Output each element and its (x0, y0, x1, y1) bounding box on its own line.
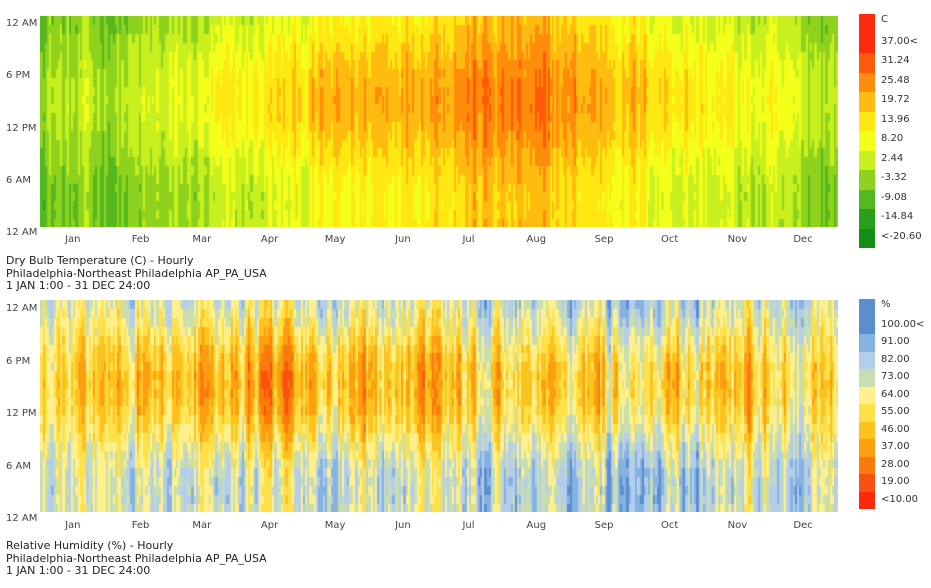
legend-swatch (859, 131, 875, 151)
chart-period: 1 JAN 1:00 - 31 DEC 24:00 (6, 564, 151, 577)
x-tick-label: Aug (526, 234, 547, 245)
x-tick-label: Apr (260, 520, 279, 531)
x-tick-label: Feb (131, 520, 150, 531)
legend-swatch (859, 316, 875, 334)
legend-swatch (859, 404, 875, 422)
x-tick-label: May (324, 234, 346, 245)
legend-label: 28.00 (881, 458, 910, 470)
legend-label: 25.48 (881, 74, 910, 86)
x-tick-label: Aug (526, 520, 547, 531)
legend-label: 8.20 (881, 133, 904, 144)
legend-label: 37.00 (881, 441, 910, 452)
y-tick-label: 12 AM (6, 18, 38, 29)
legend-swatch (859, 72, 875, 92)
legend-swatch (859, 369, 875, 387)
y-tick-label: 6 PM (6, 356, 31, 367)
legend-swatch (859, 92, 875, 112)
legend-swatch (859, 334, 875, 352)
x-tick-label: Feb (131, 234, 150, 245)
temperature-heatmap (40, 16, 838, 227)
x-tick-label: Sep (594, 520, 614, 531)
legend-swatch (859, 421, 875, 439)
legend-swatch (859, 189, 875, 209)
x-tick-label: Nov (727, 520, 748, 531)
legend-swatch (859, 14, 875, 34)
legend-label: 46.00 (881, 423, 910, 435)
legend-swatch (859, 351, 875, 369)
y-tick-label: 6 AM (6, 461, 32, 472)
x-tick-label: Mar (192, 234, 212, 245)
x-tick-label: Jan (65, 520, 81, 531)
y-tick-label: 12 PM (6, 123, 37, 134)
legend-label: -14.84 (881, 211, 914, 222)
temperature-caption: Dry Bulb Temperature (C) - Hourly Philad… (6, 254, 267, 293)
x-tick-label: Dec (793, 234, 813, 245)
legend-label: 37.00< (881, 35, 919, 47)
chart-title: Dry Bulb Temperature (C) - Hourly (6, 254, 194, 267)
legend-label: 31.24 (881, 55, 910, 66)
chart-location: Philadelphia-Northeast Philadelphia AP_P… (6, 551, 267, 565)
legend-swatch (859, 456, 875, 474)
legend-swatch (859, 491, 875, 509)
legend-swatch (859, 386, 875, 404)
legend-label: 100.00< (881, 318, 925, 330)
legend-swatch (859, 209, 875, 229)
x-tick-label: Jun (395, 234, 411, 245)
x-tick-label: Mar (192, 520, 212, 531)
x-tick-label: Jan (65, 234, 81, 245)
chart-location: Philadelphia-Northeast Philadelphia AP_P… (6, 266, 267, 280)
chart-period: 1 JAN 1:00 - 31 DEC 24:00 (6, 279, 151, 292)
legend-label: 64.00 (881, 388, 910, 400)
legend-swatch (859, 33, 875, 53)
legend-label: 19.00 (881, 476, 910, 487)
legend-label: 91.00 (881, 336, 910, 347)
legend-swatch (859, 53, 875, 73)
humidity-caption: Relative Humidity (%) - Hourly Philadelp… (6, 539, 267, 578)
x-tick-label: May (324, 520, 346, 531)
temperature-panel: 12 AM 6 PM 12 PM 6 AM 12 AM Jan Feb Mar Apr… (0, 0, 931, 292)
x-tick-label: Jul (462, 520, 475, 531)
legend-label: 55.00 (881, 406, 910, 417)
legend-label: 13.96 (881, 113, 910, 125)
legend-swatch (859, 474, 875, 492)
legend-label: 19.72 (881, 94, 910, 105)
x-tick-label: Oct (660, 520, 679, 531)
legend-label: 2.44 (881, 152, 904, 164)
y-tick-label: 6 PM (6, 70, 31, 81)
x-tick-label: Jul (462, 234, 475, 245)
legend-swatch (859, 299, 875, 317)
legend-swatch (859, 170, 875, 190)
x-tick-label: Apr (260, 234, 279, 245)
legend-swatch (859, 228, 875, 248)
legend-label: -3.32 (881, 172, 907, 183)
legend-swatch (859, 150, 875, 170)
x-tick-label: Sep (594, 234, 614, 245)
x-tick-label: Oct (660, 234, 679, 245)
legend-label: <-20.60 (881, 230, 922, 242)
y-tick-label: 12 AM (6, 227, 38, 238)
legend-label: <10.00 (881, 493, 919, 505)
chart-title: Relative Humidity (%) - Hourly (6, 539, 174, 552)
x-tick-label: Dec (793, 520, 813, 531)
legend-label: 82.00 (881, 353, 910, 365)
legend-unit: C (881, 14, 888, 25)
x-tick-label: Jun (395, 520, 411, 531)
y-tick-label: 6 AM (6, 175, 32, 186)
y-tick-label: 12 AM (6, 303, 38, 314)
y-tick-label: 12 AM (6, 513, 38, 524)
legend-unit: % (881, 299, 891, 310)
x-tick-label: Nov (727, 234, 748, 245)
legend-swatch (859, 111, 875, 131)
legend-swatch (859, 439, 875, 457)
legend-label: -9.08 (881, 191, 907, 203)
humidity-heatmap (40, 300, 838, 512)
y-tick-label: 12 PM (6, 408, 37, 419)
legend-label: 73.00 (881, 371, 910, 382)
